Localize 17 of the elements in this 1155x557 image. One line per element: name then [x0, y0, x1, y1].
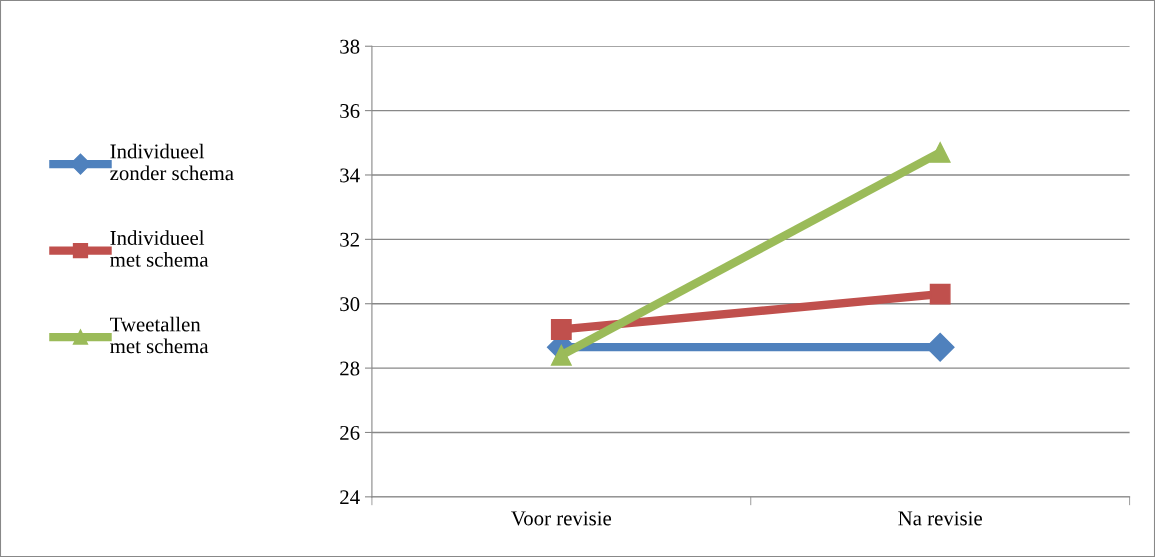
y-tick-label: 34 [340, 168, 360, 183]
legend-label: Individueel met schema [110, 230, 209, 267]
x-tick-label: Na revisie [898, 511, 982, 526]
y-tick-label: 38 [340, 39, 360, 54]
point [929, 283, 951, 305]
y-tick-label: 28 [340, 361, 360, 376]
point [929, 142, 951, 163]
x-tick-label: Voor revisie [511, 511, 612, 526]
legend-label: Individueel zonder schema [110, 143, 234, 181]
y-tick-label: 36 [340, 104, 360, 119]
y-tick-label: 30 [340, 297, 360, 312]
point [550, 344, 572, 366]
y-tick-label: 24 [340, 490, 360, 505]
y-tick-label: 26 [340, 425, 360, 440]
y-tick-label: 32 [340, 232, 359, 247]
legend-label: Tweetallen met schema [110, 316, 209, 354]
point [550, 319, 572, 340]
